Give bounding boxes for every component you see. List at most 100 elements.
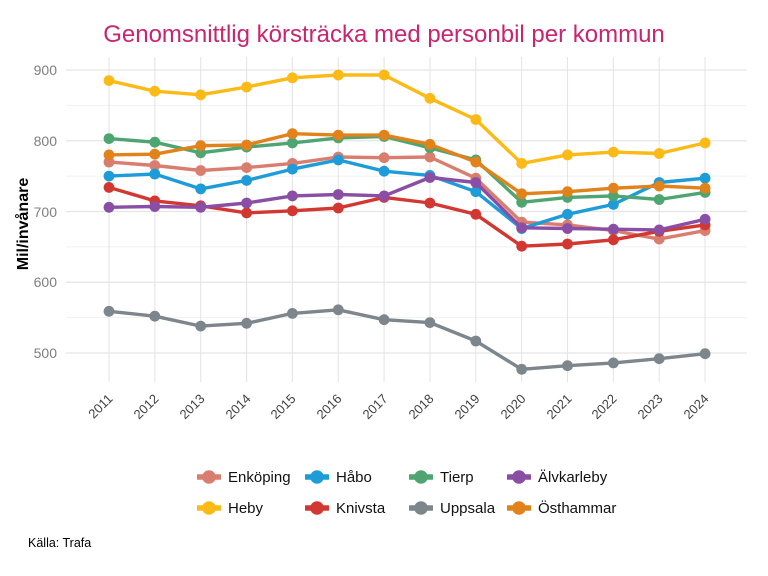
data-point-habo bbox=[241, 175, 253, 186]
data-point-osthammar bbox=[424, 138, 436, 150]
y-tick-label: 900 bbox=[33, 62, 57, 78]
data-point-heby bbox=[424, 92, 436, 104]
legend-item-habo: Håbo bbox=[305, 464, 409, 490]
data-point-uppsala bbox=[516, 363, 528, 375]
data-point-uppsala bbox=[608, 357, 619, 369]
data-point-tierp bbox=[103, 133, 115, 145]
data-point-tierp bbox=[287, 137, 298, 149]
data-point-knivsta bbox=[287, 205, 298, 217]
series-uppsala bbox=[103, 304, 711, 375]
data-point-uppsala bbox=[103, 305, 115, 317]
data-point-enkoping bbox=[241, 162, 253, 174]
data-point-tierp bbox=[608, 190, 619, 202]
data-point-osthammar bbox=[287, 128, 298, 140]
data-point-uppsala bbox=[378, 314, 390, 326]
legend-label: Östhammar bbox=[538, 499, 617, 517]
legend-label: Enköping bbox=[228, 468, 291, 486]
data-point-uppsala bbox=[195, 320, 207, 332]
data-point-osthammar bbox=[241, 139, 253, 151]
data-point-habo bbox=[195, 183, 207, 195]
data-point-enkoping bbox=[149, 160, 161, 171]
legend-item-alvkarleby: Älvkarleby bbox=[507, 464, 616, 490]
series-heby bbox=[103, 69, 711, 169]
legend-label: Knivsta bbox=[336, 499, 386, 517]
data-point-habo bbox=[562, 208, 573, 220]
data-point-alvkarleby bbox=[562, 223, 573, 234]
legend-label: Tierp bbox=[440, 468, 474, 486]
data-point-alvkarleby bbox=[470, 177, 482, 188]
data-point-uppsala bbox=[332, 304, 344, 316]
data-point-alvkarleby bbox=[516, 222, 528, 234]
data-point-heby bbox=[470, 114, 482, 125]
data-point-uppsala bbox=[470, 335, 482, 347]
data-point-knivsta bbox=[424, 197, 436, 209]
chart-legend: Enköping Håbo Tierp Älvkarleby Heby Knivsta Up… bbox=[197, 464, 616, 521]
source-caption: Källa: Trafa bbox=[28, 536, 92, 550]
legend-key-icon bbox=[305, 501, 329, 515]
data-point-heby bbox=[516, 158, 528, 169]
series-knivsta bbox=[103, 182, 711, 252]
data-point-alvkarleby bbox=[653, 224, 665, 236]
data-point-tierp bbox=[653, 194, 665, 205]
data-point-heby bbox=[699, 137, 711, 149]
data-point-knivsta bbox=[562, 238, 573, 250]
legend-item-heby: Heby bbox=[197, 495, 305, 521]
data-point-heby bbox=[332, 69, 344, 81]
data-point-osthammar bbox=[470, 156, 482, 168]
legend-label: Uppsala bbox=[440, 499, 496, 517]
gridlines-major bbox=[66, 69, 747, 354]
legend-key-icon bbox=[409, 501, 433, 515]
data-point-uppsala bbox=[699, 348, 711, 360]
data-point-heby bbox=[378, 69, 390, 81]
data-point-osthammar bbox=[378, 129, 390, 141]
legend-item-knivsta: Knivsta bbox=[305, 495, 409, 521]
y-tick-label: 500 bbox=[33, 345, 57, 361]
data-point-habo bbox=[149, 168, 161, 180]
legend-key-icon bbox=[409, 470, 433, 484]
data-point-knivsta bbox=[103, 182, 115, 193]
legend-item-osthammar: Östhammar bbox=[507, 495, 616, 521]
gridlines-minor bbox=[66, 104, 747, 319]
legend-item-uppsala: Uppsala bbox=[409, 495, 507, 521]
legend-item-enkoping: Enköping bbox=[197, 464, 305, 490]
data-point-alvkarleby bbox=[378, 190, 390, 202]
data-point-osthammar bbox=[195, 140, 207, 152]
data-point-alvkarleby bbox=[608, 223, 619, 235]
legend-label: Älvkarleby bbox=[538, 468, 608, 486]
legend-key-icon bbox=[507, 470, 531, 484]
data-point-alvkarleby bbox=[103, 201, 115, 213]
data-point-uppsala bbox=[424, 317, 436, 328]
data-point-alvkarleby bbox=[195, 201, 207, 213]
data-point-knivsta bbox=[608, 234, 619, 246]
data-point-tierp bbox=[516, 196, 528, 208]
data-point-uppsala bbox=[562, 360, 573, 372]
data-point-osthammar bbox=[103, 149, 115, 161]
data-point-alvkarleby bbox=[699, 213, 711, 225]
data-point-enkoping bbox=[424, 151, 436, 163]
data-point-osthammar bbox=[562, 186, 573, 198]
data-point-osthammar bbox=[332, 129, 344, 141]
data-point-heby bbox=[562, 149, 573, 161]
data-point-uppsala bbox=[653, 353, 665, 365]
data-point-habo bbox=[608, 199, 619, 210]
data-point-osthammar bbox=[608, 182, 619, 194]
data-point-osthammar bbox=[699, 182, 711, 194]
data-point-alvkarleby bbox=[332, 189, 344, 200]
data-point-enkoping bbox=[195, 165, 207, 176]
legend-key-icon bbox=[507, 501, 531, 515]
y-tick-label: 800 bbox=[33, 132, 57, 149]
data-point-osthammar bbox=[516, 188, 528, 200]
data-point-uppsala bbox=[287, 308, 298, 319]
data-point-habo bbox=[332, 154, 344, 166]
series-habo bbox=[103, 154, 711, 234]
chart-title: Genomsnittlig körsträcka med personbil p… bbox=[103, 21, 665, 48]
data-point-enkoping bbox=[378, 152, 390, 164]
series-alvkarleby bbox=[103, 172, 711, 236]
data-point-knivsta bbox=[332, 202, 344, 214]
data-point-alvkarleby bbox=[241, 197, 253, 209]
data-point-heby bbox=[103, 75, 115, 86]
data-point-habo bbox=[378, 165, 390, 177]
y-tick-label: 600 bbox=[33, 274, 57, 291]
data-point-osthammar bbox=[653, 180, 665, 192]
